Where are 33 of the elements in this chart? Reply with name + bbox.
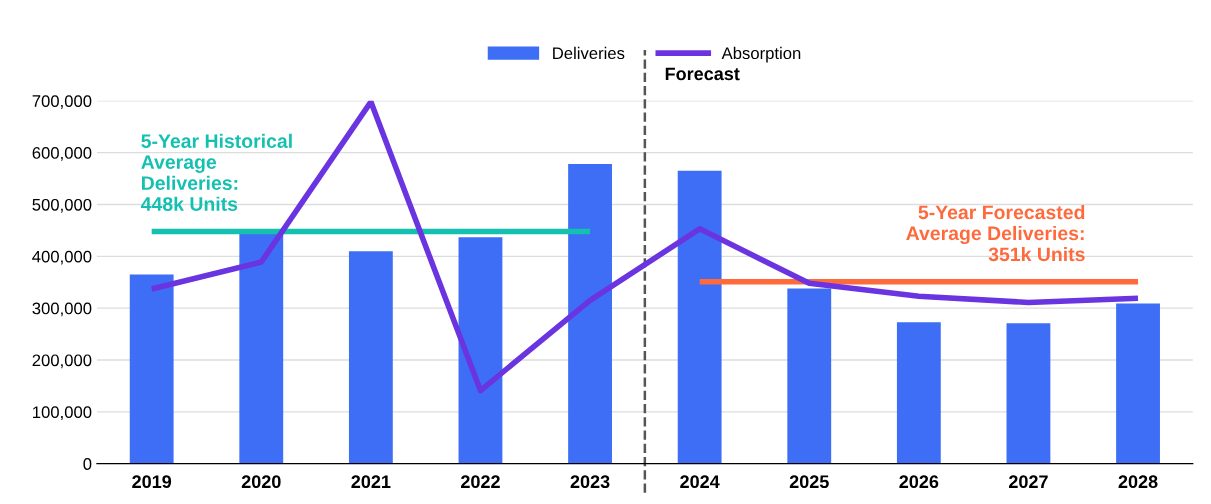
bar xyxy=(1006,323,1051,464)
annotation: 5-Year Forecasted Average Deliveries: 351k Units xyxy=(906,204,1085,262)
x-tick-label: 2020 xyxy=(241,475,281,489)
ref-line-label: Forecast xyxy=(665,67,740,81)
legend-label: Deliveries xyxy=(553,46,625,60)
legend-label: Absorption xyxy=(721,46,801,63)
x-tick-label: 2024 xyxy=(680,475,720,489)
y-tick-label: 400,000 xyxy=(32,250,92,265)
bar xyxy=(239,231,284,464)
y-tick-label: 200,000 xyxy=(32,354,92,369)
annotation: 5-Year Historical Average Deliveries: 448k Units xyxy=(141,133,292,211)
bar xyxy=(1116,303,1160,464)
x-tick-label: 2027 xyxy=(1008,475,1048,489)
x-tick-label: 2023 xyxy=(570,475,610,489)
bar xyxy=(787,288,832,464)
bar xyxy=(458,237,503,464)
bar xyxy=(348,251,393,464)
x-tick-label: 2028 xyxy=(1118,475,1158,489)
y-tick-label: 0 xyxy=(83,458,92,470)
x-tick-label: 2026 xyxy=(899,475,939,489)
x-tick-label: 2022 xyxy=(461,475,500,489)
y-tick-label: 500,000 xyxy=(32,198,92,213)
y-tick-label: 700,000 xyxy=(32,95,92,109)
y-tick-label: 100,000 xyxy=(33,406,92,421)
y-tick-label: 600,000 xyxy=(32,147,92,161)
x-tick-label: 2019 xyxy=(132,475,172,489)
bar xyxy=(896,322,941,464)
bar xyxy=(677,170,722,464)
y-tick-label: 300,000 xyxy=(32,302,92,317)
x-tick-label: 2025 xyxy=(789,475,829,489)
x-tick-label: 2021 xyxy=(351,475,391,489)
bar xyxy=(129,274,174,464)
bar xyxy=(568,164,612,464)
